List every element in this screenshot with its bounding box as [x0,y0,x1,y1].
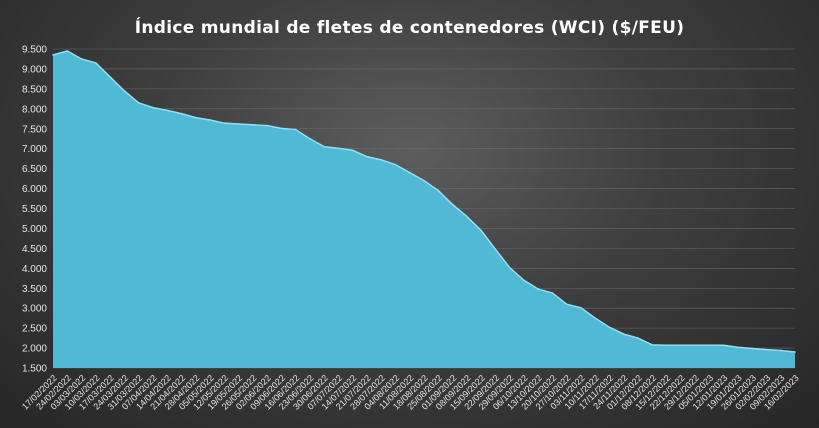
data-point [494,248,497,250]
data-point [223,122,226,124]
y-tick-label: 6.500 [22,164,47,175]
y-tick-label: 2.000 [22,344,47,355]
data-point [794,351,796,353]
area-series-fill [53,50,795,369]
y-tick-label: 3.500 [22,284,47,295]
data-point [166,109,168,112]
data-point [637,337,639,339]
data-point [209,119,211,121]
data-point [622,333,625,335]
y-tick-label: 5.500 [22,204,47,215]
data-point [708,344,711,347]
y-tick-label: 9.000 [22,64,47,75]
data-point [680,344,682,347]
data-point [751,347,753,350]
data-point [294,128,297,131]
data-point [137,102,140,104]
data-point [95,62,97,64]
data-point [180,112,183,115]
data-point [280,127,283,130]
data-point [408,171,411,174]
data-point [722,344,725,347]
data-point [737,346,739,349]
y-tick-label: 8.500 [22,84,47,95]
data-point [480,229,482,232]
data-point [651,344,654,346]
data-point [237,123,240,125]
y-tick-label: 4.000 [22,264,47,275]
data-point [523,279,525,282]
data-point [380,159,382,161]
y-tick-label: 1.500 [22,364,47,375]
data-point [565,303,568,306]
x-axis: 17/02/202224/02/202203/03/202210/03/2022… [20,373,801,412]
data-point [537,288,539,290]
chart-title: Índice mundial de fletes de contenedores… [134,18,685,38]
data-point [466,215,468,218]
y-tick-label: 8.000 [22,104,47,115]
data-point [394,163,397,166]
y-tick-label: 7.000 [22,144,47,155]
data-point [309,137,311,140]
y-tick-label: 4.500 [22,244,47,255]
data-point [423,179,425,182]
data-point [765,348,768,351]
data-point [251,123,254,126]
data-point [366,155,368,158]
y-tick-label: 9.500 [22,45,47,56]
data-point [123,90,126,92]
y-tick-label: 3.000 [22,304,47,315]
data-point [779,349,782,352]
data-point [665,344,668,347]
data-point [437,189,440,192]
data-point [551,292,554,294]
data-point [694,344,696,347]
y-tick-label: 7.500 [22,124,47,135]
data-point [323,145,325,148]
y-tick-label: 2.500 [22,324,47,335]
data-point [152,106,154,109]
data-point [337,147,340,150]
plot-area [52,50,796,369]
y-axis: 1.500 2.000 2.500 3.000 3.500 4.000 4.500 5.000… [22,45,47,375]
data-point [109,76,111,78]
data-point [580,306,582,309]
data-point [451,203,454,206]
data-point [508,266,511,269]
data-point [594,317,597,319]
data-point [66,50,69,52]
y-tick-label: 6.000 [22,184,47,195]
data-point [608,326,611,329]
data-point [351,149,354,152]
data-point [80,58,83,60]
data-point [266,124,268,127]
data-point [194,116,197,119]
y-tick-label: 5.000 [22,224,47,235]
data-point [52,54,54,56]
